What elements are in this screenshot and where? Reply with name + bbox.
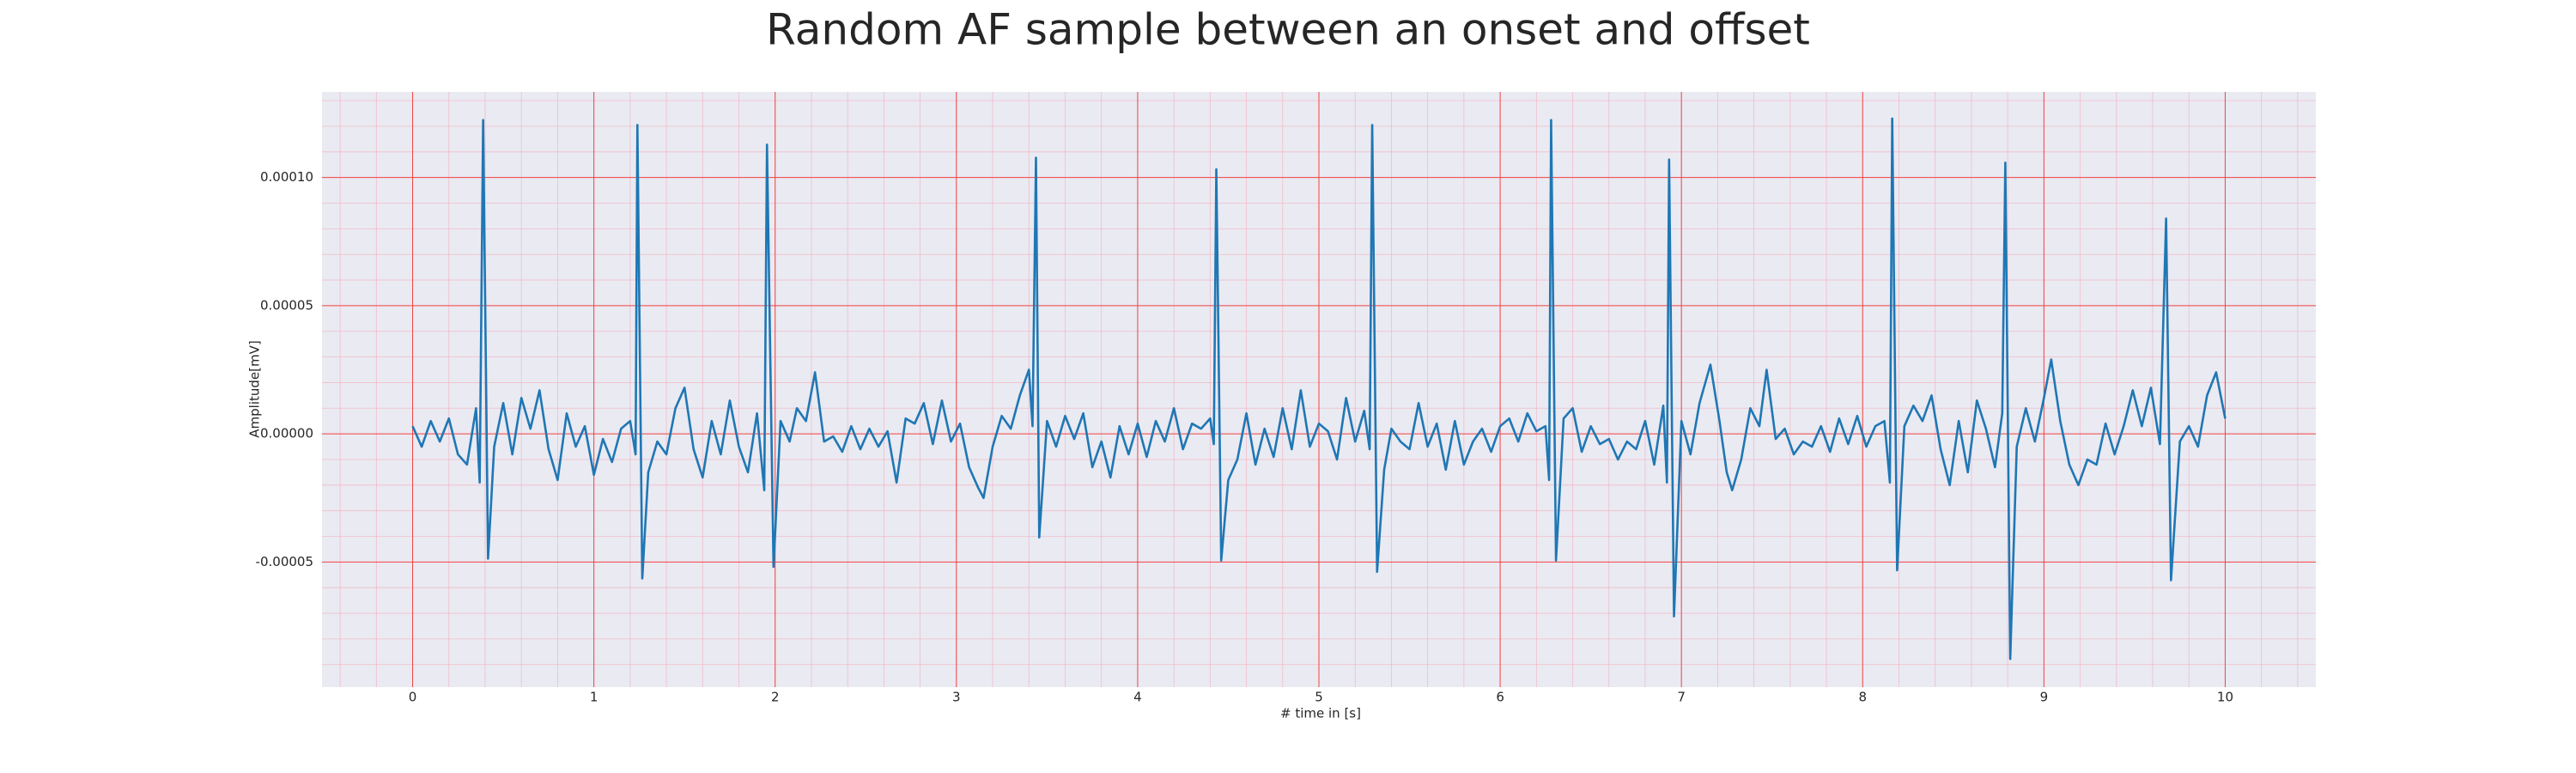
y-tick-label: 0.00005	[260, 297, 313, 313]
x-tick-label: 7	[1677, 690, 1686, 705]
x-tick-label: 1	[590, 690, 598, 705]
y-tick-label: 0.00010	[260, 169, 313, 185]
chart-title: Random AF sample between an onset and of…	[766, 5, 1810, 55]
x-tick-label: 5	[1315, 690, 1323, 705]
y-axis-label: Amplitude[mV]	[247, 340, 263, 437]
signal-line	[411, 117, 2227, 660]
x-tick-label: 4	[1133, 690, 1142, 705]
plot-lines	[411, 117, 2227, 660]
major-grid	[322, 92, 2316, 687]
x-axis-label: # time in [s]	[1280, 706, 1361, 721]
x-tick-label: 6	[1496, 690, 1504, 705]
tick-labels: 0 1 2 3 4 5 6 7 8 9 10 -0.00005 0.00000 0.00005 0.0001…	[256, 169, 2233, 704]
x-tick-label: 8	[1858, 690, 1867, 705]
x-tick-label: 0	[409, 690, 417, 705]
x-tick-label: 3	[952, 690, 961, 705]
y-tick-label: 0.00000	[260, 426, 313, 441]
y-tick-label: -0.00005	[256, 554, 313, 569]
x-tick-label: 2	[771, 690, 780, 705]
x-tick-label: 9	[2040, 690, 2049, 705]
x-tick-label: 10	[2217, 690, 2233, 705]
